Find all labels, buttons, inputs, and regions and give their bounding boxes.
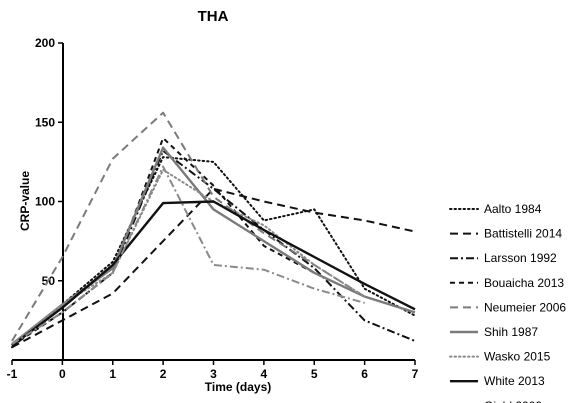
- y-tick-label: 150: [35, 115, 55, 129]
- series-line-3: [11, 137, 366, 347]
- x-tick-label: 6: [361, 367, 368, 381]
- series-line-7: [11, 200, 416, 347]
- legend-label: Bouaicha 2013: [484, 276, 564, 290]
- legend-label: Larsson 1992: [484, 251, 557, 265]
- legend-label: Giehl 2000: [484, 399, 542, 403]
- legend-label: Shih 1987: [484, 325, 538, 339]
- chart-title: THA: [198, 8, 229, 25]
- legend-label: White 2013: [484, 374, 545, 388]
- legend-label: Neumeier 2006: [484, 300, 566, 314]
- y-tick-label: 200: [35, 36, 55, 50]
- series-line-0: [11, 156, 416, 349]
- x-tick-label: 1: [109, 367, 116, 381]
- series-line-1: [11, 187, 416, 349]
- y-axis-label: CRP-value: [18, 171, 32, 231]
- x-tick-label: 2: [160, 367, 167, 381]
- series-line-8: [11, 165, 365, 345]
- series-layer: [11, 111, 416, 349]
- x-tick-label: -1: [7, 367, 18, 381]
- legend-label: Aalto 1984: [484, 202, 542, 216]
- x-tick-label: 5: [311, 367, 318, 381]
- legend-label: Wasko 2015: [484, 350, 551, 364]
- y-tick-label: 100: [35, 195, 55, 209]
- legend-label: Battistelli 2014: [484, 227, 562, 241]
- x-tick-label: 7: [412, 367, 419, 381]
- x-tick-label: 3: [210, 367, 217, 381]
- legend: Aalto 1984 Battistelli 2014 Larsson 1992 Bo…: [449, 202, 566, 403]
- x-axis-label: Time (days): [205, 380, 271, 394]
- series-line-4: [11, 111, 366, 342]
- x-tick-label: 0: [59, 367, 66, 381]
- x-tick-label: 4: [261, 367, 268, 381]
